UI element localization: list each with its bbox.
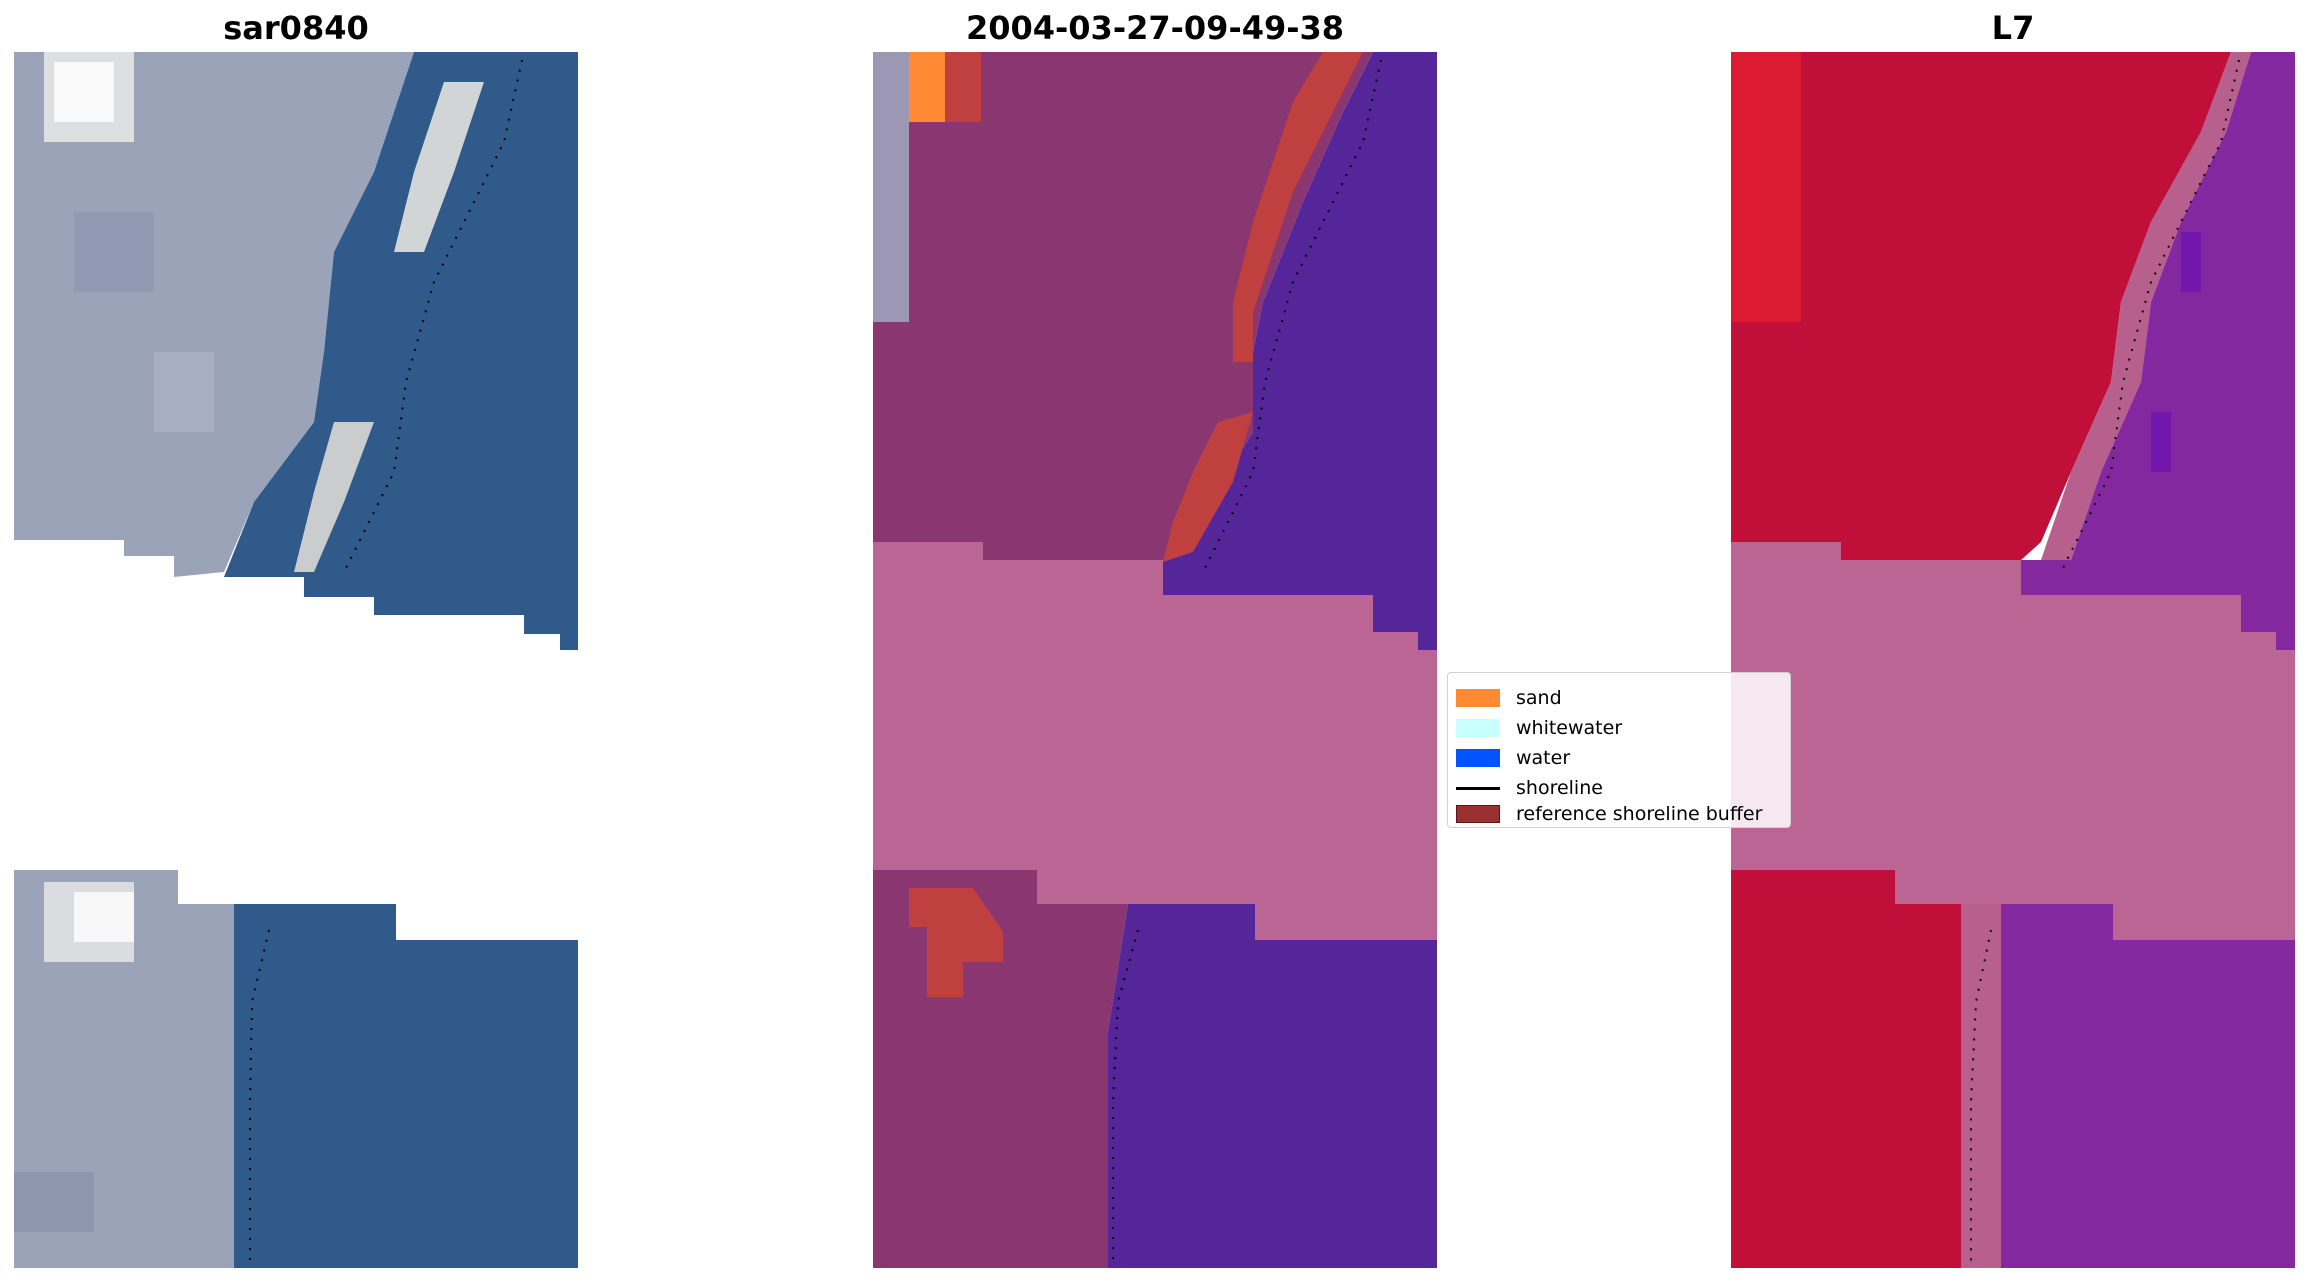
rgb-image-panel xyxy=(14,52,578,1268)
l7-image xyxy=(1731,52,2295,1268)
legend-swatch-whitewater xyxy=(1456,719,1500,737)
panel-title-rgb: sar0840 xyxy=(223,9,369,47)
classified-image-panel xyxy=(873,52,1437,1268)
l7-image-panel xyxy=(1731,52,2295,1268)
panel-title-classified: 2004-03-27-09-49-38 xyxy=(965,9,1345,47)
legend-swatch-sand xyxy=(1456,689,1500,707)
legend-item-buffer: reference shoreline buffer xyxy=(1456,799,1762,829)
legend-item-water: water xyxy=(1456,743,1570,773)
legend-label-whitewater: whitewater xyxy=(1516,717,1623,739)
legend-swatch-water xyxy=(1456,749,1500,767)
legend-label-shoreline: shoreline xyxy=(1516,777,1603,799)
legend: sand whitewater water shoreline referenc… xyxy=(1447,672,1791,828)
legend-label-sand: sand xyxy=(1516,687,1562,709)
legend-swatch-buffer xyxy=(1456,805,1500,823)
rgb-image xyxy=(14,52,578,1268)
classified-image xyxy=(873,52,1437,1268)
legend-label-water: water xyxy=(1516,747,1571,769)
legend-item-shoreline: shoreline xyxy=(1456,773,1603,803)
legend-item-sand: sand xyxy=(1456,683,1562,713)
panel-title-l7: L7 xyxy=(1991,9,2035,47)
legend-label-buffer: reference shoreline buffer xyxy=(1516,803,1763,825)
legend-item-whitewater: whitewater xyxy=(1456,713,1622,743)
legend-line-shoreline xyxy=(1456,786,1500,790)
